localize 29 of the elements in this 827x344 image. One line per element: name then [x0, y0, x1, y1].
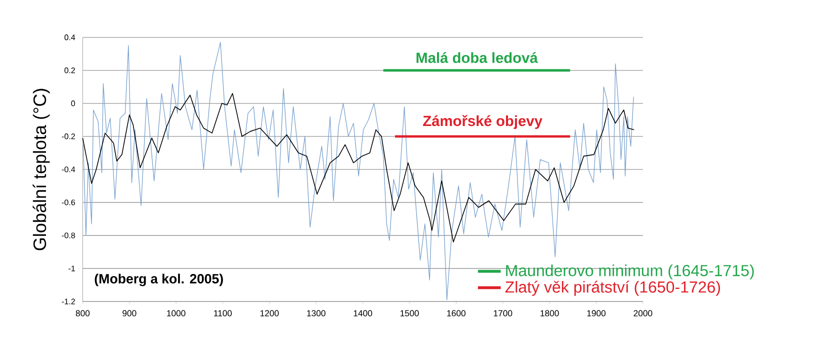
y-tick-label: 0 — [71, 100, 76, 106]
y-tick-label: -0.4 — [62, 166, 76, 172]
x-tick-label: 1600 — [447, 310, 466, 316]
x-tick-label: 1700 — [494, 310, 512, 316]
y-tick-label: -0.6 — [62, 200, 75, 206]
x-tick-label: 1200 — [260, 310, 279, 316]
x-tick-label: 900 — [122, 310, 136, 316]
x-tick-label: 2000 — [634, 310, 652, 316]
y-tick-label: 0.2 — [64, 67, 75, 74]
series-label: Malá doba ledová — [416, 52, 538, 63]
legend-label: Zlatý věk pirátství (1650-1726) — [505, 280, 720, 296]
x-tick-label: 1800 — [540, 310, 559, 316]
x-tick-label: 1400 — [354, 310, 372, 316]
y-tick-label: -1.2 — [62, 298, 75, 304]
y-tick-label: 0.4 — [64, 34, 76, 40]
legend-label: Maunderovo minimum (1645-1715) — [506, 264, 754, 280]
y-tick-label: -1 — [68, 266, 75, 272]
y-axis-title: Globální teplota (°C) — [32, 88, 50, 250]
y-tick-label: -0.2 — [62, 134, 75, 140]
x-tick-label: 1000 — [167, 310, 186, 316]
x-tick-label: 1900 — [587, 310, 606, 316]
series-label: Zámořské objevy — [423, 114, 542, 129]
x-tick-label: 1100 — [214, 310, 232, 316]
x-tick-label: 800 — [76, 310, 90, 316]
x-tick-label: 1300 — [307, 310, 326, 316]
line-series — [82, 93, 634, 242]
annotation: (Moberg a kol. 2005) — [94, 274, 223, 286]
x-tick-label: 1500 — [400, 310, 419, 316]
y-tick-label: -0.8 — [62, 232, 75, 238]
